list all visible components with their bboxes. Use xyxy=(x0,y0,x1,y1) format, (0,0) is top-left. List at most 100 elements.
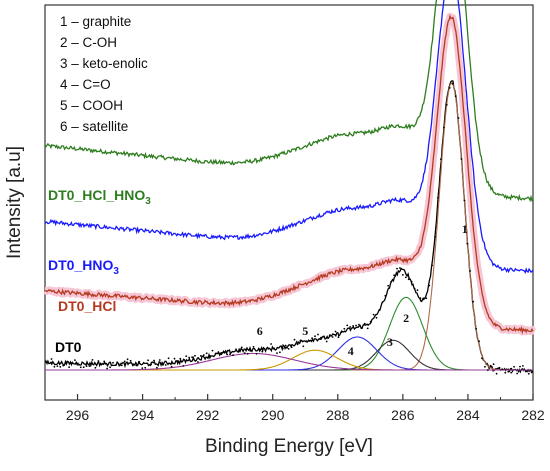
dt0-data-point xyxy=(109,366,111,369)
dt0-data-point xyxy=(65,361,67,364)
dt0-data-point xyxy=(156,366,158,369)
series-label: DT0_HNO3 xyxy=(48,257,119,277)
dt0-data-point xyxy=(311,337,313,340)
dt0-data-point xyxy=(393,274,395,277)
dt0-data-point xyxy=(220,353,223,356)
dt0-data-point xyxy=(158,359,161,361)
dt0-data-point xyxy=(317,333,319,336)
dt0-data-point xyxy=(481,357,483,360)
series-line-dt0 xyxy=(44,80,534,374)
dt0-data-point xyxy=(495,372,498,375)
dt0-data-point xyxy=(451,82,454,85)
dt0-data-point xyxy=(369,320,372,323)
dt0-data-point xyxy=(167,357,170,360)
dt0-data-point xyxy=(425,297,428,300)
dt0-data-point xyxy=(422,297,425,300)
dt0-data-point xyxy=(82,366,85,369)
dt0-data-point xyxy=(238,350,240,353)
x-axis-title: Binding Energy [eV] xyxy=(205,436,373,457)
x-ticks-layer: 296 294 292 290 288 286 284 282 xyxy=(44,394,545,423)
dt0-data-point xyxy=(402,274,404,276)
dt0-data-point xyxy=(53,365,56,368)
dt0-data-point xyxy=(527,372,530,375)
dt0-data-point xyxy=(197,361,199,363)
dt0-data-point xyxy=(463,199,466,202)
fit-component-6 xyxy=(45,352,533,371)
dt0-data-point xyxy=(258,348,261,351)
dt0-data-point xyxy=(100,363,103,365)
legend-entry: 4 – C=O xyxy=(60,77,111,92)
dt0-data-point xyxy=(431,264,433,267)
peak-label-5: 5 xyxy=(302,324,308,338)
dt0-data-point xyxy=(358,323,360,326)
dt0-data-point xyxy=(74,359,76,361)
dt0-data-point xyxy=(434,235,436,238)
dt0-data-point xyxy=(50,358,53,360)
dt0-data-point xyxy=(88,365,91,367)
legend-entry: 6 – satellite xyxy=(60,119,128,134)
legend-entry: 3 – keto-enolic xyxy=(60,56,148,71)
dt0-data-point xyxy=(279,351,281,354)
dt0-data-point xyxy=(261,350,264,353)
dt0-data-point xyxy=(416,289,419,292)
dt0-data-point xyxy=(466,242,469,245)
dt0-data-point xyxy=(396,267,398,270)
dt0-data-point xyxy=(381,301,384,304)
dt0-data-point xyxy=(79,366,82,369)
dt0-data-point xyxy=(147,359,150,362)
dt0-data-point xyxy=(366,327,369,330)
dt0-data-point xyxy=(249,349,252,352)
dt0-data-point xyxy=(522,365,524,367)
dt0-data-point xyxy=(363,322,366,325)
dt0-data-point xyxy=(410,280,413,283)
dt0-data-point xyxy=(308,340,311,342)
dt0-data-point xyxy=(314,335,316,338)
dt0-data-point xyxy=(328,334,331,337)
dt0-data-point xyxy=(217,351,220,353)
dt0-data-point xyxy=(71,362,73,364)
dt0-data-point xyxy=(276,352,278,354)
dt0-data-point xyxy=(240,346,243,349)
dt0-data-point xyxy=(252,346,255,348)
dt0-data-point xyxy=(85,365,88,367)
dt0-data-point xyxy=(445,104,448,106)
x-tick-label: 296 xyxy=(66,407,90,423)
dt0-data-point xyxy=(62,364,65,367)
peak-label-4: 4 xyxy=(348,344,354,358)
dt0-data-point xyxy=(337,336,340,339)
dt0-data-point xyxy=(513,365,515,368)
dt0-data-point xyxy=(226,353,229,356)
dt0-data-point xyxy=(103,360,106,363)
dt0-data-point xyxy=(320,336,322,339)
series-line-dt0-hcl-hno3 xyxy=(44,0,534,203)
dt0-data-point xyxy=(129,359,132,362)
dt0-data-point xyxy=(68,366,70,369)
dt0-data-point xyxy=(504,371,507,374)
dt0-data-point xyxy=(413,287,416,290)
dt0-data-point xyxy=(404,276,407,279)
dt0-data-point xyxy=(144,366,147,369)
dt0-data-point xyxy=(115,364,117,366)
peak-label-6: 6 xyxy=(257,324,263,338)
legend-entry: 2 – C-OH xyxy=(60,35,117,50)
dt0-data-point xyxy=(378,309,381,311)
dt0-data-point xyxy=(246,352,249,355)
dt0-data-point xyxy=(94,366,97,369)
dt0-data-point xyxy=(179,357,182,360)
curves-layer xyxy=(42,0,537,375)
dt0-data-point xyxy=(346,324,349,327)
dt0-data-point xyxy=(460,158,463,160)
dt0-data-point xyxy=(223,351,226,354)
dt0-data-point xyxy=(334,330,337,333)
series-label: DT0 xyxy=(55,339,82,355)
dt0-data-point xyxy=(387,284,390,287)
dt0-data-point xyxy=(475,328,477,330)
dt0-data-point xyxy=(232,354,234,357)
dt0-data-point xyxy=(443,126,445,129)
dt0-data-point xyxy=(322,335,325,338)
dt0-data-point xyxy=(437,196,439,199)
y-axis-title: Intensity [a.u] xyxy=(4,146,25,259)
dt0-data-point xyxy=(284,344,287,347)
